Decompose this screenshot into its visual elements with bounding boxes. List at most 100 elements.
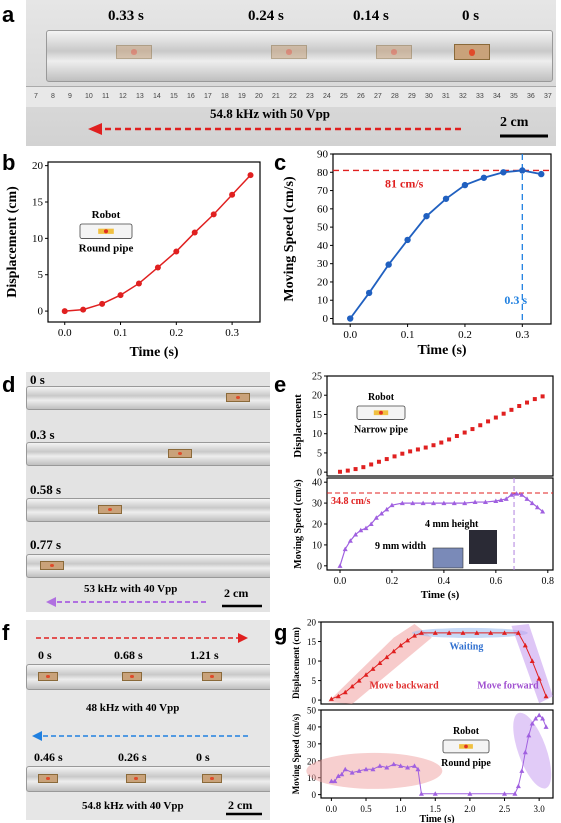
data-point [540,508,546,514]
y-tick-label: 30 [317,258,329,270]
data-point [515,783,521,789]
data-point [353,531,359,537]
y-tick-label: 20 [312,520,322,531]
y-tick-label: 5 [38,269,44,281]
ruler-tick-label: 23 [306,93,314,100]
y-tick-label: 0 [323,313,329,325]
frequency-caption: 54.8 kHz with 50 Vpp [210,106,331,121]
data-point [502,791,508,796]
data-point [328,696,334,701]
reference-label: 81 cm/s [385,176,424,190]
robot-icon [103,229,109,234]
data-point [411,763,417,768]
y-tick-label: 10 [317,295,329,307]
data-point [503,496,509,501]
data-point [519,167,526,174]
data-point [328,778,334,784]
x-tick-label: 1.0 [395,804,407,814]
x-tick-label: 0.3 [225,327,239,339]
data-point [399,500,405,506]
data-point [451,500,457,506]
robot-frame-2 [271,45,307,59]
data-point [377,660,383,665]
ruler-tick-label: 21 [272,93,280,100]
y-tick-label: 40 [317,240,329,252]
time-label: 0.58 s [30,482,62,497]
glass-tube [26,498,270,522]
data-point [519,492,525,497]
phase-label: Waiting [449,641,483,652]
data-point [347,538,353,543]
reference-label: 0.3 s [504,293,527,307]
inset-label: 9 mm width [375,541,427,552]
y-tick-label: 10 [312,429,322,440]
inset-label: Round pipe [441,758,491,769]
frequency-caption: 48 kHz with 40 Vpp [86,702,180,714]
data-point [117,292,124,299]
data-point [398,763,404,768]
reference-label: 34.8 cm/s [331,496,371,507]
ruler-tick-label: 16 [187,93,195,100]
y-tick-label: 20 [317,276,329,288]
ruler-tick-label: 22 [289,93,297,100]
data-point [349,683,355,689]
data-point [467,791,473,796]
inset-photo [469,530,497,564]
scale-bar-label: 2 cm [228,798,253,812]
inset-label: 4 mm height [425,519,479,530]
plot-frame [332,153,552,325]
data-point [529,500,535,506]
x-tick-label: 0.0 [326,804,338,814]
plot-frame [47,161,261,323]
ruler-tick-label: 9 [68,93,72,100]
data-point [210,211,217,218]
data-point [432,791,438,796]
ruler-tick-label: 35 [510,93,518,100]
photo-panel-f: 0 s 0.68 s 1.21 s 48 kHz with 40 Vpp 0.4… [26,620,270,820]
ruler-tick-label: 26 [357,93,365,100]
y-tick-label: 30 [307,739,317,749]
robot-icon [379,410,383,415]
data-point [418,791,424,796]
panel-letter-c: c [274,150,287,175]
y-axis-label: Moving Speed (cm/s) [282,176,297,302]
data-point [534,504,540,510]
data-point [335,773,341,778]
photo-panel-a: 7 8 9 10 11 12 13 14 15 16 17 18 19 20 21 22 23 24 25 26 27 2… [26,0,556,146]
panel-letter-d: d [2,372,16,397]
ruler-tick-label: 30 [425,93,433,100]
data-point [385,261,392,268]
data-point [384,506,390,512]
ruler-tick-label: 19 [238,93,246,100]
time-label: 0.3 s [30,427,55,442]
y-tick-label: 10 [312,540,322,551]
inset-label: Narrow pipe [354,424,409,435]
data-point [135,280,142,287]
glass-tube [26,554,270,578]
data-point [533,715,539,721]
robot-frame-3 [376,45,412,59]
robot [226,393,250,402]
robot [168,449,192,458]
time-label: 0.14 s [353,8,389,24]
data-point [373,515,379,520]
y-axis-label: Moving Speed (cm/s) [291,714,301,795]
plot-frame [326,375,554,477]
robot [202,672,222,681]
y-tick-label: 50 [317,222,329,234]
ruler-tick-label: 10 [85,93,93,100]
data-point [80,306,87,313]
data-point [529,721,535,726]
data-point [470,427,475,432]
data-point [384,457,389,462]
panel-letter-g: g [274,620,288,645]
data-point [339,771,345,777]
y-axis-label: Displacement (cm) [5,186,20,298]
data-point [543,693,549,699]
data-point [400,451,405,456]
data-point [517,404,522,408]
data-point [501,411,506,416]
inset-label: Robot [368,392,395,403]
ruler-tick-label: 13 [136,93,144,100]
y-tick-label: 60 [317,203,329,215]
